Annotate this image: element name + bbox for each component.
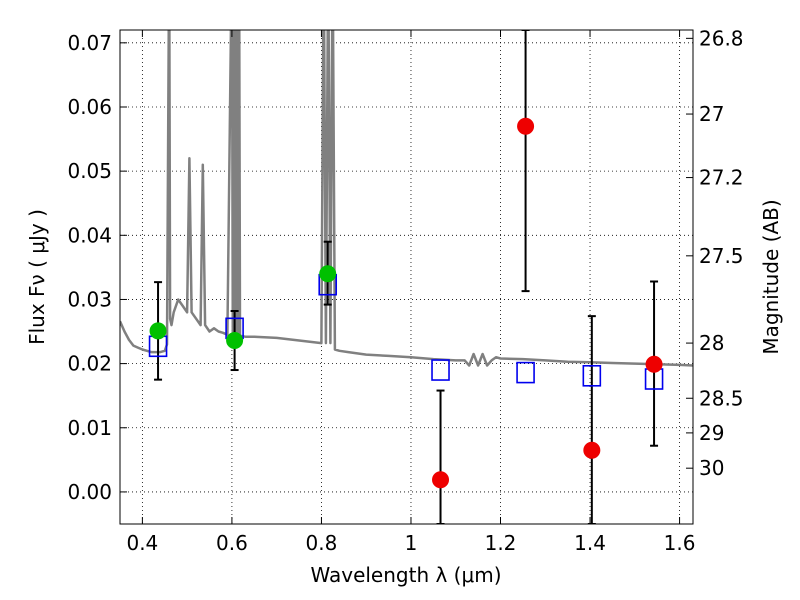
x-tick-label: 1.4 bbox=[574, 531, 606, 555]
axis-ticks bbox=[120, 30, 693, 524]
y-tick-label: 0.00 bbox=[67, 480, 112, 504]
measurement-markers bbox=[149, 117, 663, 489]
right-tick-label: 26.8 bbox=[699, 26, 744, 50]
model-photometry-markers bbox=[148, 273, 664, 390]
x-axis-label: Wavelength λ (μm) bbox=[310, 563, 501, 587]
y-tick-label: 0.02 bbox=[67, 352, 112, 376]
data-point bbox=[645, 355, 663, 373]
right-axis-label: Magnitude (AB) bbox=[759, 199, 783, 354]
y-tick-labels: 0.00 0.01 0.02 0.03 0.04 0.05 0.06 0.07 bbox=[67, 31, 112, 504]
y-tick-label: 0.05 bbox=[67, 159, 112, 183]
error-bars bbox=[154, 30, 659, 524]
y-tick-label: 0.07 bbox=[67, 31, 112, 55]
right-tick-label: 28 bbox=[699, 331, 724, 355]
right-tick-labels: 26.8 27 27.2 27.5 28 28.5 29 30 bbox=[699, 26, 744, 480]
plot-frame bbox=[119, 29, 694, 525]
x-tick-labels: 0.4 0.6 0.8 1 1.2 1.4 1.6 bbox=[126, 531, 695, 555]
right-tick-label: 27.5 bbox=[699, 244, 744, 268]
x-tick-label: 0.8 bbox=[306, 531, 338, 555]
y-tick-label: 0.01 bbox=[67, 416, 112, 440]
right-tick-label: 28.5 bbox=[699, 386, 744, 410]
y-tick-label: 0.03 bbox=[67, 287, 112, 311]
right-tick-label: 30 bbox=[699, 456, 724, 480]
y-tick-label: 0.06 bbox=[67, 95, 112, 119]
model-spectrum-line bbox=[120, 30, 693, 367]
data-point bbox=[226, 332, 244, 350]
plot-area bbox=[120, 30, 693, 524]
right-tick-label: 27 bbox=[699, 102, 724, 126]
data-point bbox=[517, 117, 535, 135]
x-tick-label: 1 bbox=[405, 531, 418, 555]
data-point bbox=[583, 441, 601, 459]
model-photometry-square bbox=[516, 361, 535, 384]
model-photometry-square bbox=[431, 359, 450, 381]
x-tick-label: 1.6 bbox=[664, 531, 696, 555]
y-axis-label: Flux Fν ( μJy ) bbox=[25, 209, 49, 345]
x-tick-label: 0.6 bbox=[216, 531, 248, 555]
model-spectrum-layer bbox=[120, 30, 693, 367]
x-tick-label: 0.4 bbox=[126, 531, 158, 555]
right-tick-label: 29 bbox=[699, 421, 724, 445]
x-tick-label: 1.2 bbox=[485, 531, 517, 555]
right-tick-label: 27.2 bbox=[699, 166, 744, 190]
data-point bbox=[149, 322, 167, 340]
data-point bbox=[432, 471, 450, 489]
y-tick-label: 0.04 bbox=[67, 223, 112, 247]
data-point bbox=[319, 265, 337, 283]
model-photometry-square bbox=[582, 364, 602, 387]
